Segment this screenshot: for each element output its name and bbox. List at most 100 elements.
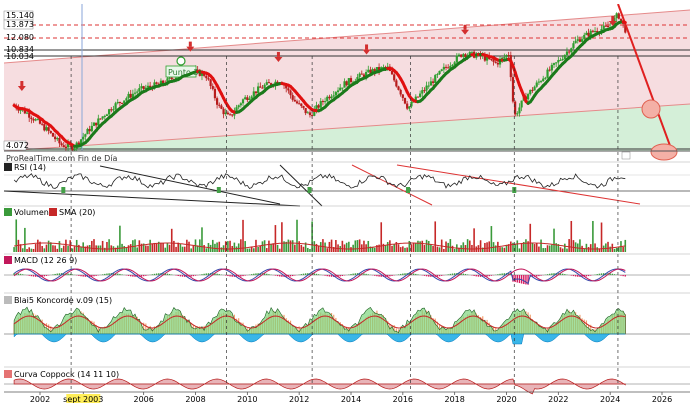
macd-histogram-bar <box>597 274 598 275</box>
macd-histogram-bar <box>504 273 505 275</box>
candle-body <box>495 62 497 63</box>
candle-body <box>620 19 622 21</box>
macd-histogram-bar <box>441 275 442 276</box>
volume-bar <box>123 246 125 252</box>
volume-bar <box>516 240 518 252</box>
candle-body <box>562 59 564 60</box>
peak-arrow-stem <box>189 42 192 47</box>
macd-histogram-bar <box>195 275 196 276</box>
candle-body <box>350 78 352 82</box>
volume-bar <box>294 245 296 252</box>
candle-body <box>140 86 142 88</box>
y-tick-4072: 4.072 <box>6 141 29 150</box>
rsi-marker <box>308 187 312 193</box>
macd-histogram-bar <box>128 275 129 276</box>
volume-bar <box>380 222 382 252</box>
macd-histogram-bar <box>497 274 498 275</box>
candle-body <box>127 94 129 98</box>
y-tick-12080: 12.080 <box>6 33 34 42</box>
candle-body <box>48 127 50 131</box>
candle-body <box>397 86 399 89</box>
volume-bar <box>335 240 337 252</box>
volume-bar <box>432 246 434 252</box>
candle-body <box>147 86 149 88</box>
macd-histogram-bar <box>501 273 502 275</box>
volume-bar <box>139 240 141 252</box>
macd-histogram-bar <box>106 274 107 275</box>
macd-histogram-bar <box>54 274 55 275</box>
peak-arrow-stem <box>611 16 614 21</box>
volume-bar <box>236 246 238 252</box>
volume-sma-legend: SMA (20) <box>59 208 95 217</box>
volume-bar <box>296 220 298 252</box>
macd-histogram-bar <box>398 274 399 275</box>
macd-histogram-bar <box>93 275 94 276</box>
candle-body <box>257 86 259 93</box>
macd-histogram-bar <box>348 274 349 275</box>
volume-bar <box>596 247 598 252</box>
macd-histogram-bar <box>575 275 576 276</box>
volume-bar <box>393 244 395 252</box>
candle-body <box>84 134 86 137</box>
macd-histogram-bar <box>154 274 155 275</box>
candle-body <box>41 124 43 125</box>
x-tick-label: 2016 <box>393 395 413 403</box>
candle-body <box>417 97 419 98</box>
candle-body <box>460 55 462 57</box>
volume-bar <box>41 246 43 252</box>
volume-bar <box>46 245 48 252</box>
volume-bar <box>240 239 242 252</box>
volume-bar <box>247 249 249 252</box>
macd-histogram-bar <box>404 273 405 275</box>
coppock-panel: Curva Coppock (14 11 10) <box>4 367 690 394</box>
candle-body <box>566 52 568 55</box>
candle-body <box>65 147 67 148</box>
volume-bar <box>529 224 531 252</box>
macd-histogram-bar <box>305 273 306 275</box>
macd-histogram-bar <box>450 274 451 275</box>
candle-body <box>512 77 514 101</box>
macd-histogram-bar <box>171 274 172 275</box>
candle-body <box>35 119 37 120</box>
candle-body <box>296 101 298 103</box>
macd-histogram-bar <box>169 274 170 275</box>
macd-histogram-bar <box>33 275 34 277</box>
volume-bar <box>499 247 501 252</box>
volume-bar <box>622 247 624 252</box>
volume-bar <box>31 249 33 252</box>
candle-body <box>91 126 93 131</box>
macd-histogram-bar <box>31 275 32 276</box>
x-tick-label: 2018 <box>444 395 464 403</box>
macd-histogram-bar <box>281 275 282 277</box>
volume-bar <box>614 249 616 252</box>
volume-bar <box>242 220 244 252</box>
candle-body <box>268 82 270 83</box>
peak-arrow-stem <box>20 81 23 86</box>
candle-body <box>60 143 62 145</box>
candle-body <box>322 101 324 102</box>
candle-body <box>343 81 345 87</box>
candle-body <box>404 98 406 104</box>
macd-histogram-bar <box>78 275 79 276</box>
candle-body <box>471 52 473 53</box>
volume-bar <box>355 240 357 252</box>
candle-body <box>542 79 544 82</box>
volume-bar <box>257 247 259 252</box>
candle-body <box>294 100 296 102</box>
volume-bar <box>13 247 15 252</box>
volume-bar <box>344 244 346 252</box>
macd-panel: MACD (12 26 9) <box>4 254 690 285</box>
macd-histogram-bar <box>588 275 589 276</box>
candle-body <box>248 99 250 100</box>
candle-body <box>86 129 88 134</box>
volume-bar <box>406 247 408 252</box>
macd-histogram-bar <box>303 274 304 275</box>
volume-bar <box>78 245 80 252</box>
candle-body <box>238 105 240 107</box>
volume-bar <box>290 240 292 252</box>
volume-bar <box>417 241 419 252</box>
volume-bar <box>605 243 607 252</box>
candle-body <box>73 148 75 150</box>
candle-body <box>231 114 233 115</box>
candle-body <box>114 103 116 109</box>
